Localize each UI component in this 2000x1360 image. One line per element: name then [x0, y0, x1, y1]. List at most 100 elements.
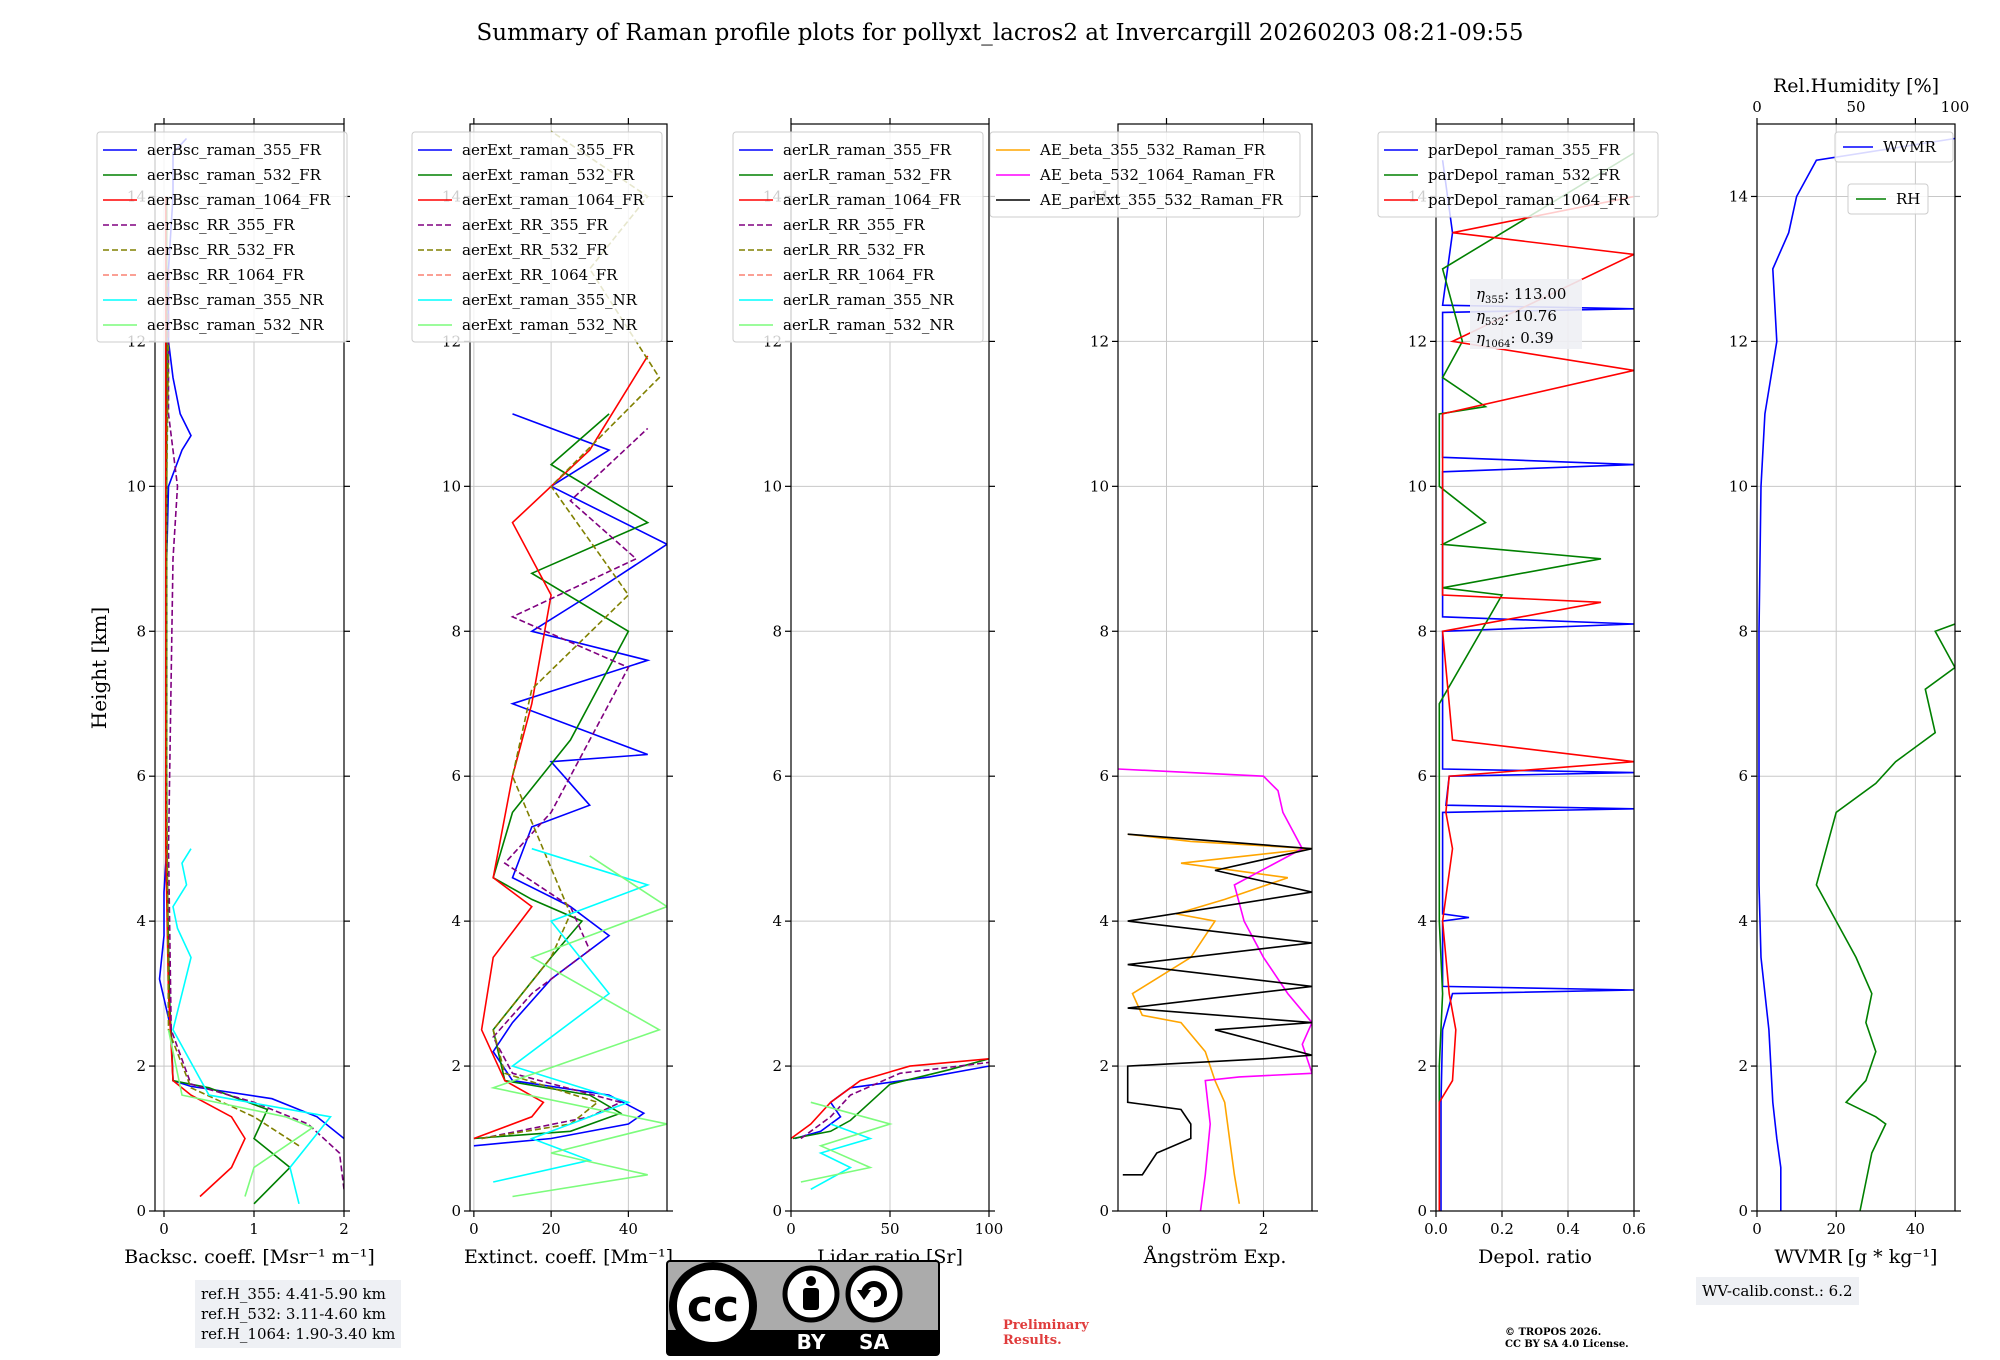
copyright-line-2: CC BY SA 4.0 License. — [1505, 1339, 1629, 1350]
legend-label: aerExt_raman_355_FR — [462, 141, 635, 159]
x-tick-label: 40 — [619, 1220, 638, 1238]
y-tick-label: 6 — [1417, 767, 1427, 785]
x-tick-label: 0.6 — [1622, 1220, 1646, 1238]
legend-label: AE_beta_355_532_Raman_FR — [1039, 141, 1266, 159]
legend-box — [1377, 131, 1659, 218]
by-label: BY — [797, 1330, 826, 1354]
axes-frame — [1756, 123, 1956, 1212]
legend-label: WVMR — [1883, 138, 1937, 156]
y-tick-label: 8 — [1417, 622, 1427, 640]
series-parDepol_raman_1064_FR — [1438, 195, 1634, 1211]
legend-label: aerBsc_raman_355_NR — [147, 291, 324, 309]
figure-title: Summary of Raman profile plots for polly… — [476, 20, 1524, 46]
y-tick-label: 10 — [127, 477, 146, 495]
cc-icon — [669, 1262, 757, 1350]
x2-tick-label: 100 — [1941, 98, 1970, 116]
y-axis-label: Height [km] — [87, 607, 111, 729]
x-axis-label: Depol. ratio — [1478, 1246, 1592, 1268]
y-tick-label: 2 — [772, 1057, 782, 1075]
y-tick-label: 12 — [1729, 332, 1748, 350]
x-tick-label: 0.4 — [1556, 1220, 1580, 1238]
legend-label: aerExt_raman_1064_FR — [462, 191, 644, 209]
x-axis-label: Extinct. coeff. [Mm⁻¹] — [464, 1246, 673, 1268]
legend-label: aerBsc_RR_1064_FR — [147, 266, 305, 284]
x-tick-label: 100 — [975, 1220, 1004, 1238]
y-tick-label: 10 — [763, 477, 782, 495]
copyright-line-1: © TROPOS 2026. — [1505, 1327, 1602, 1338]
y-tick-label: 6 — [1099, 767, 1109, 785]
y-tick-label: 0 — [136, 1202, 146, 1220]
x-tick-label: 0 — [159, 1220, 169, 1238]
legend-label: aerLR_raman_355_NR — [783, 291, 954, 309]
y-tick-label: 14 — [1729, 187, 1748, 205]
ref-height-1064: ref.H_1064: 1.90-3.40 km — [201, 1325, 396, 1343]
y-tick-label: 4 — [136, 912, 146, 930]
series-aerBsc_RR_532_FR — [165, 341, 300, 1147]
axes-frame — [154, 123, 345, 1212]
y-tick-label: 4 — [1099, 912, 1109, 930]
legend-label: aerBsc_raman_532_FR — [147, 166, 322, 184]
legend-label: aerLR_raman_1064_FR — [783, 191, 961, 209]
series-parDepol_raman_355_FR — [1440, 160, 1634, 1211]
y-tick-label: 8 — [1738, 622, 1748, 640]
legend-label: aerExt_RR_355_FR — [462, 216, 609, 234]
legend-label: aerLR_RR_355_FR — [783, 216, 925, 234]
x-tick-label: 0 — [1162, 1220, 1172, 1238]
y-tick-label: 4 — [772, 912, 782, 930]
series-RH — [1815, 623, 1955, 1211]
legend-label: aerBsc_RR_532_FR — [147, 241, 295, 259]
legend-label: aerExt_RR_1064_FR — [462, 266, 618, 284]
x-tick-label: 40 — [1906, 1220, 1925, 1238]
series-AE_beta_355_532_Raman_FR — [1127, 833, 1312, 1204]
legend-box — [96, 131, 348, 343]
legend-box — [732, 131, 984, 343]
legend-label: aerBsc_raman_1064_FR — [147, 191, 331, 209]
ref-height-532: ref.H_532: 3.11-4.60 km — [201, 1305, 386, 1323]
eta-label-355: η355: 113.00 — [1476, 285, 1566, 306]
x2-axis-label: Rel.Humidity [%] — [1773, 75, 1939, 97]
series-AE_parExt_355_532_Raman_FR — [1122, 833, 1312, 1176]
x-axis-label: WVMR [g * kg⁻¹] — [1775, 1246, 1938, 1268]
y-tick-label: 12 — [1408, 332, 1427, 350]
y-tick-label: 4 — [1738, 912, 1748, 930]
eta-box — [1470, 279, 1582, 349]
series-aerExt_raman_532_NR — [490, 855, 667, 1198]
x-tick-label: 0 — [469, 1220, 479, 1238]
legend-box — [411, 131, 663, 343]
legend-label: RH — [1896, 190, 1920, 208]
ref-height-355: ref.H_355: 4.41-5.90 km — [201, 1285, 386, 1303]
y-tick-label: 6 — [1738, 767, 1748, 785]
x-tick-label: 0 — [786, 1220, 796, 1238]
series-aerLR_raman_532_FR — [792, 1058, 989, 1140]
legend-label: aerBsc_raman_532_NR — [147, 316, 324, 334]
legend-box — [1847, 183, 1929, 215]
reference-heights-box: ref.H_355: 4.41-5.90 km ref.H_532: 3.11-… — [195, 1280, 402, 1348]
x-tick-label: 0.2 — [1490, 1220, 1514, 1238]
x2-tick-label: 0 — [1752, 98, 1762, 116]
x-tick-label: 2 — [1259, 1220, 1269, 1238]
series-AE_beta_532_1064_Raman_FR — [1118, 768, 1312, 1211]
panel-ext: 0246810121402040Extinct. coeff. [Mm⁻¹]ae… — [411, 118, 673, 1268]
panel-lr: 02468101214050100Lidar ratio [Sr]aerLR_r… — [732, 118, 1004, 1268]
y-tick-label: 6 — [772, 767, 782, 785]
cc-text: cc — [687, 1281, 739, 1332]
legend-label: aerExt_raman_532_NR — [462, 316, 638, 334]
preliminary-line-2: Results. — [1003, 1333, 1062, 1348]
series-aerBsc_raman_355_NR — [172, 848, 332, 1204]
y-tick-label: 4 — [1417, 912, 1427, 930]
series-aerLR_RR_355_FR — [800, 1061, 989, 1140]
y-tick-label: 8 — [451, 622, 461, 640]
axes-frame — [469, 123, 668, 1212]
y-tick-label: 8 — [1099, 622, 1109, 640]
series-aerBsc_raman_532_NR — [167, 1029, 315, 1197]
y-tick-label: 10 — [1729, 477, 1748, 495]
preliminary-note: Preliminary Results. — [1003, 1318, 1113, 1348]
preliminary-line-1: Preliminary — [1003, 1318, 1089, 1333]
y-tick-label: 10 — [1408, 477, 1427, 495]
legend-label: parDepol_raman_355_FR — [1428, 141, 1621, 159]
x-tick-label: 1 — [249, 1220, 259, 1238]
y-tick-label: 2 — [1099, 1057, 1109, 1075]
x2-tick-label: 50 — [1846, 98, 1865, 116]
legend-label: aerExt_RR_532_FR — [462, 241, 609, 259]
